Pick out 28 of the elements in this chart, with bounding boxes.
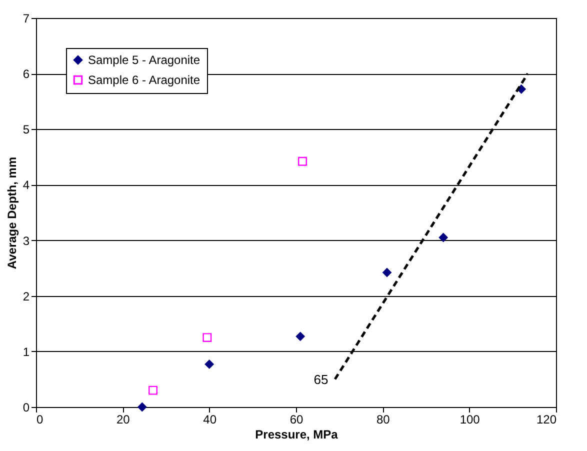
x-axis-title: Pressure, MPa xyxy=(255,428,338,442)
annotation: 65 xyxy=(314,372,328,387)
y-tick-label: 4 xyxy=(22,178,30,192)
point xyxy=(148,386,158,395)
y-tick-label: 2 xyxy=(22,289,30,304)
point xyxy=(298,156,307,166)
x-tick-label: 60 xyxy=(290,412,304,426)
x-tick-label: 100 xyxy=(460,412,480,426)
y-tick-label: 3 xyxy=(22,234,30,248)
x-tick-label: 0 xyxy=(36,412,44,426)
y-tick-label: 1 xyxy=(22,344,30,359)
point xyxy=(382,268,392,277)
point xyxy=(438,233,448,242)
legend-label: Sample 5 - Aragonite xyxy=(88,53,200,67)
x-tick-label: 120 xyxy=(536,412,557,426)
y-axis-title: Average Depth, mm xyxy=(4,156,19,270)
point xyxy=(138,402,147,412)
y-tick-label: 0 xyxy=(22,400,30,414)
x-tick-label: 80 xyxy=(376,412,390,426)
y-tick-label: 6 xyxy=(22,67,30,82)
y-tick-label: 7 xyxy=(22,12,30,26)
x-tick-label: 20 xyxy=(116,412,130,426)
y-tick-label: 5 xyxy=(22,122,30,137)
point xyxy=(204,360,214,369)
x-tick-label: 40 xyxy=(203,412,217,426)
point xyxy=(296,332,305,341)
point xyxy=(202,333,212,342)
legend-label: Sample 6 - Aragonite xyxy=(88,73,200,87)
